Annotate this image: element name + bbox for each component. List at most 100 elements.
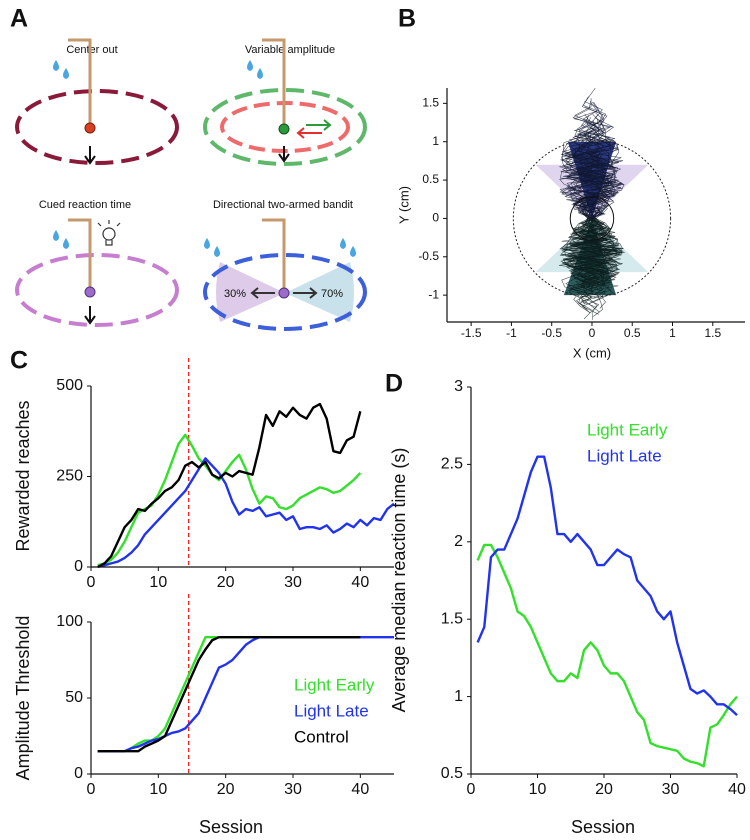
x-tick-label: 40 <box>351 781 369 798</box>
spout <box>68 38 92 124</box>
series-line <box>476 543 738 768</box>
trajectory <box>565 136 613 219</box>
trajectory <box>569 120 619 219</box>
x-tick-label: 20 <box>217 781 235 798</box>
x-tick-label: 30 <box>284 781 302 798</box>
trajectory <box>571 139 617 219</box>
y-tick-label: 2 <box>454 533 463 550</box>
start-circle <box>569 196 615 241</box>
chart-panel: C 0 10 20 30 40 0 250 500 Rewarded reaches <box>10 347 395 591</box>
y-tick-label: 2.5 <box>441 456 463 473</box>
arena-outer <box>203 88 367 166</box>
x-tick-label: 0 <box>87 781 96 798</box>
arrow <box>250 287 275 299</box>
light-bulb <box>97 220 121 246</box>
percentage: 30% <box>224 288 246 300</box>
drops <box>53 230 69 249</box>
y-tick-label: 50 <box>65 689 83 706</box>
y-tick-label: 0 <box>74 765 83 782</box>
task-title: Variable amplitude <box>245 44 335 56</box>
x-axis-label: X (cm) <box>573 345 611 360</box>
joystick <box>278 287 290 299</box>
x-tick-label: 10 <box>529 781 547 798</box>
x-tick-label: 0 <box>87 574 96 591</box>
series-line <box>476 455 738 717</box>
y-tick-label: 1.5 <box>422 96 439 110</box>
trajectory <box>569 218 621 289</box>
trajectory <box>568 218 618 294</box>
y-tick-label: -0.5 <box>418 249 439 263</box>
x-tick-label: 20 <box>595 781 613 798</box>
arrow <box>84 146 96 165</box>
x-tick-label: -0.5 <box>541 326 562 340</box>
y-tick-label: 1.5 <box>441 610 463 627</box>
legend-entry: Light Early <box>294 675 375 694</box>
x-tick-label: 0.5 <box>624 326 641 340</box>
y-axis-label: Amplitude Threshold <box>13 616 33 781</box>
y-tick-label: 500 <box>56 377 83 394</box>
task-variable-amplitude: Variable amplitude <box>203 38 367 166</box>
legend-entry: Light Late <box>294 701 369 720</box>
task-title: Cued reaction time <box>39 199 131 211</box>
arrow <box>306 119 332 131</box>
right-zone <box>285 262 354 322</box>
arrow <box>84 306 96 325</box>
chart-panel: D Light Early Light Late 0 10 20 30 40 0.5 1 1.5 2 2… <box>385 370 746 837</box>
drops <box>247 60 263 79</box>
task-center-out: Center out <box>15 38 179 165</box>
task-cued-reaction: Cued reaction time <box>15 199 179 327</box>
legend-entry: Light Late <box>587 446 662 465</box>
y-tick-label: 250 <box>56 468 83 485</box>
trajectory <box>574 218 621 308</box>
trajectory <box>561 218 619 289</box>
y-tick-label: 3 <box>454 378 463 395</box>
spout <box>262 38 286 124</box>
y-tick-label: 1 <box>432 134 439 148</box>
x-tick-label: 0 <box>589 326 596 340</box>
arrow <box>293 287 318 299</box>
joystick <box>84 122 96 134</box>
y-axis-label: Average median reaction time (s) <box>389 448 409 713</box>
legend-entry: Control <box>294 727 349 746</box>
chart-panel: B -1.5 -1 -0.5 0 0.5 1 1.5 -1 -0.5 0 0.5 1 1.5 X (cm) Y… <box>396 5 745 360</box>
y-tick-label: 0 <box>74 558 83 575</box>
arrow <box>278 146 290 163</box>
drops <box>53 60 69 79</box>
left-zone <box>216 262 285 322</box>
y-axis-label: Y (cm) <box>396 186 411 224</box>
y-axis-label: Rewarded reaches <box>13 400 33 551</box>
task-title: Center out <box>66 44 117 56</box>
panel-letter: B <box>398 5 416 33</box>
joystick <box>278 123 290 135</box>
panel-letter: D <box>385 370 403 398</box>
x-tick-label: 1 <box>669 326 676 340</box>
task-bandit: Directional two-armed bandit 30% 70% <box>203 199 367 331</box>
x-tick-label: 0 <box>467 781 476 798</box>
y-tick-label: 0.5 <box>422 172 439 186</box>
trajectory <box>562 100 617 219</box>
panel-letter: A <box>10 5 28 33</box>
y-tick-label: 100 <box>56 613 83 630</box>
chart-panel: Light Early Light Late Control 0 10 20 30 40 0 50… <box>13 594 394 837</box>
x-tick-label: 1.5 <box>704 326 721 340</box>
y-tick-label: -1 <box>428 287 439 301</box>
x-tick-label: 30 <box>662 781 680 798</box>
x-tick-label: -1 <box>506 326 517 340</box>
trajectory <box>565 218 623 294</box>
series-line <box>97 457 395 569</box>
x-axis-label: Session <box>199 817 263 837</box>
percentage: 70% <box>321 288 343 300</box>
x-axis-label: Session <box>571 817 635 837</box>
trajectory <box>560 218 601 290</box>
panel-letter: C <box>10 347 28 375</box>
x-tick-label: -1.5 <box>461 326 482 340</box>
arena <box>203 253 367 331</box>
trajectory <box>568 218 605 283</box>
x-tick-label: 30 <box>284 574 302 591</box>
spout <box>68 218 92 287</box>
x-tick-label: 40 <box>728 781 746 798</box>
drops <box>204 238 356 257</box>
y-tick-label: 0 <box>432 211 439 225</box>
